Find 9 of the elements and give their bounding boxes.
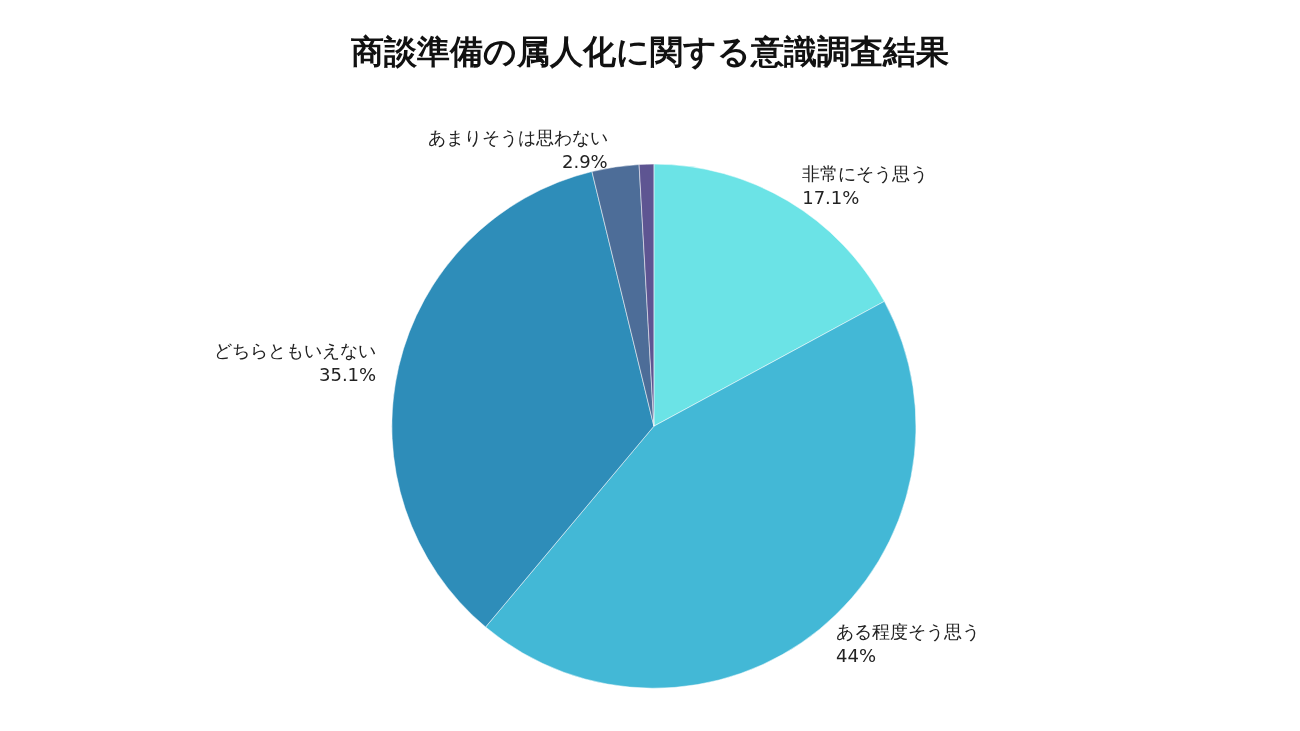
slice-label: ある程度そう思う: [836, 620, 981, 642]
chart-title: 商談準備の属人化に関する意識調査結果: [351, 32, 949, 71]
data-label: 17.1%: [802, 187, 860, 209]
data-label: 2.9%: [561, 150, 608, 172]
slice-label: どちらともいえない: [214, 340, 377, 362]
slice-label: 非常にそう思う: [802, 163, 929, 185]
data-label: 35.1%: [318, 364, 377, 386]
data-label: 44%: [836, 644, 877, 666]
slice-label: あまりそうは思わない: [427, 126, 608, 148]
